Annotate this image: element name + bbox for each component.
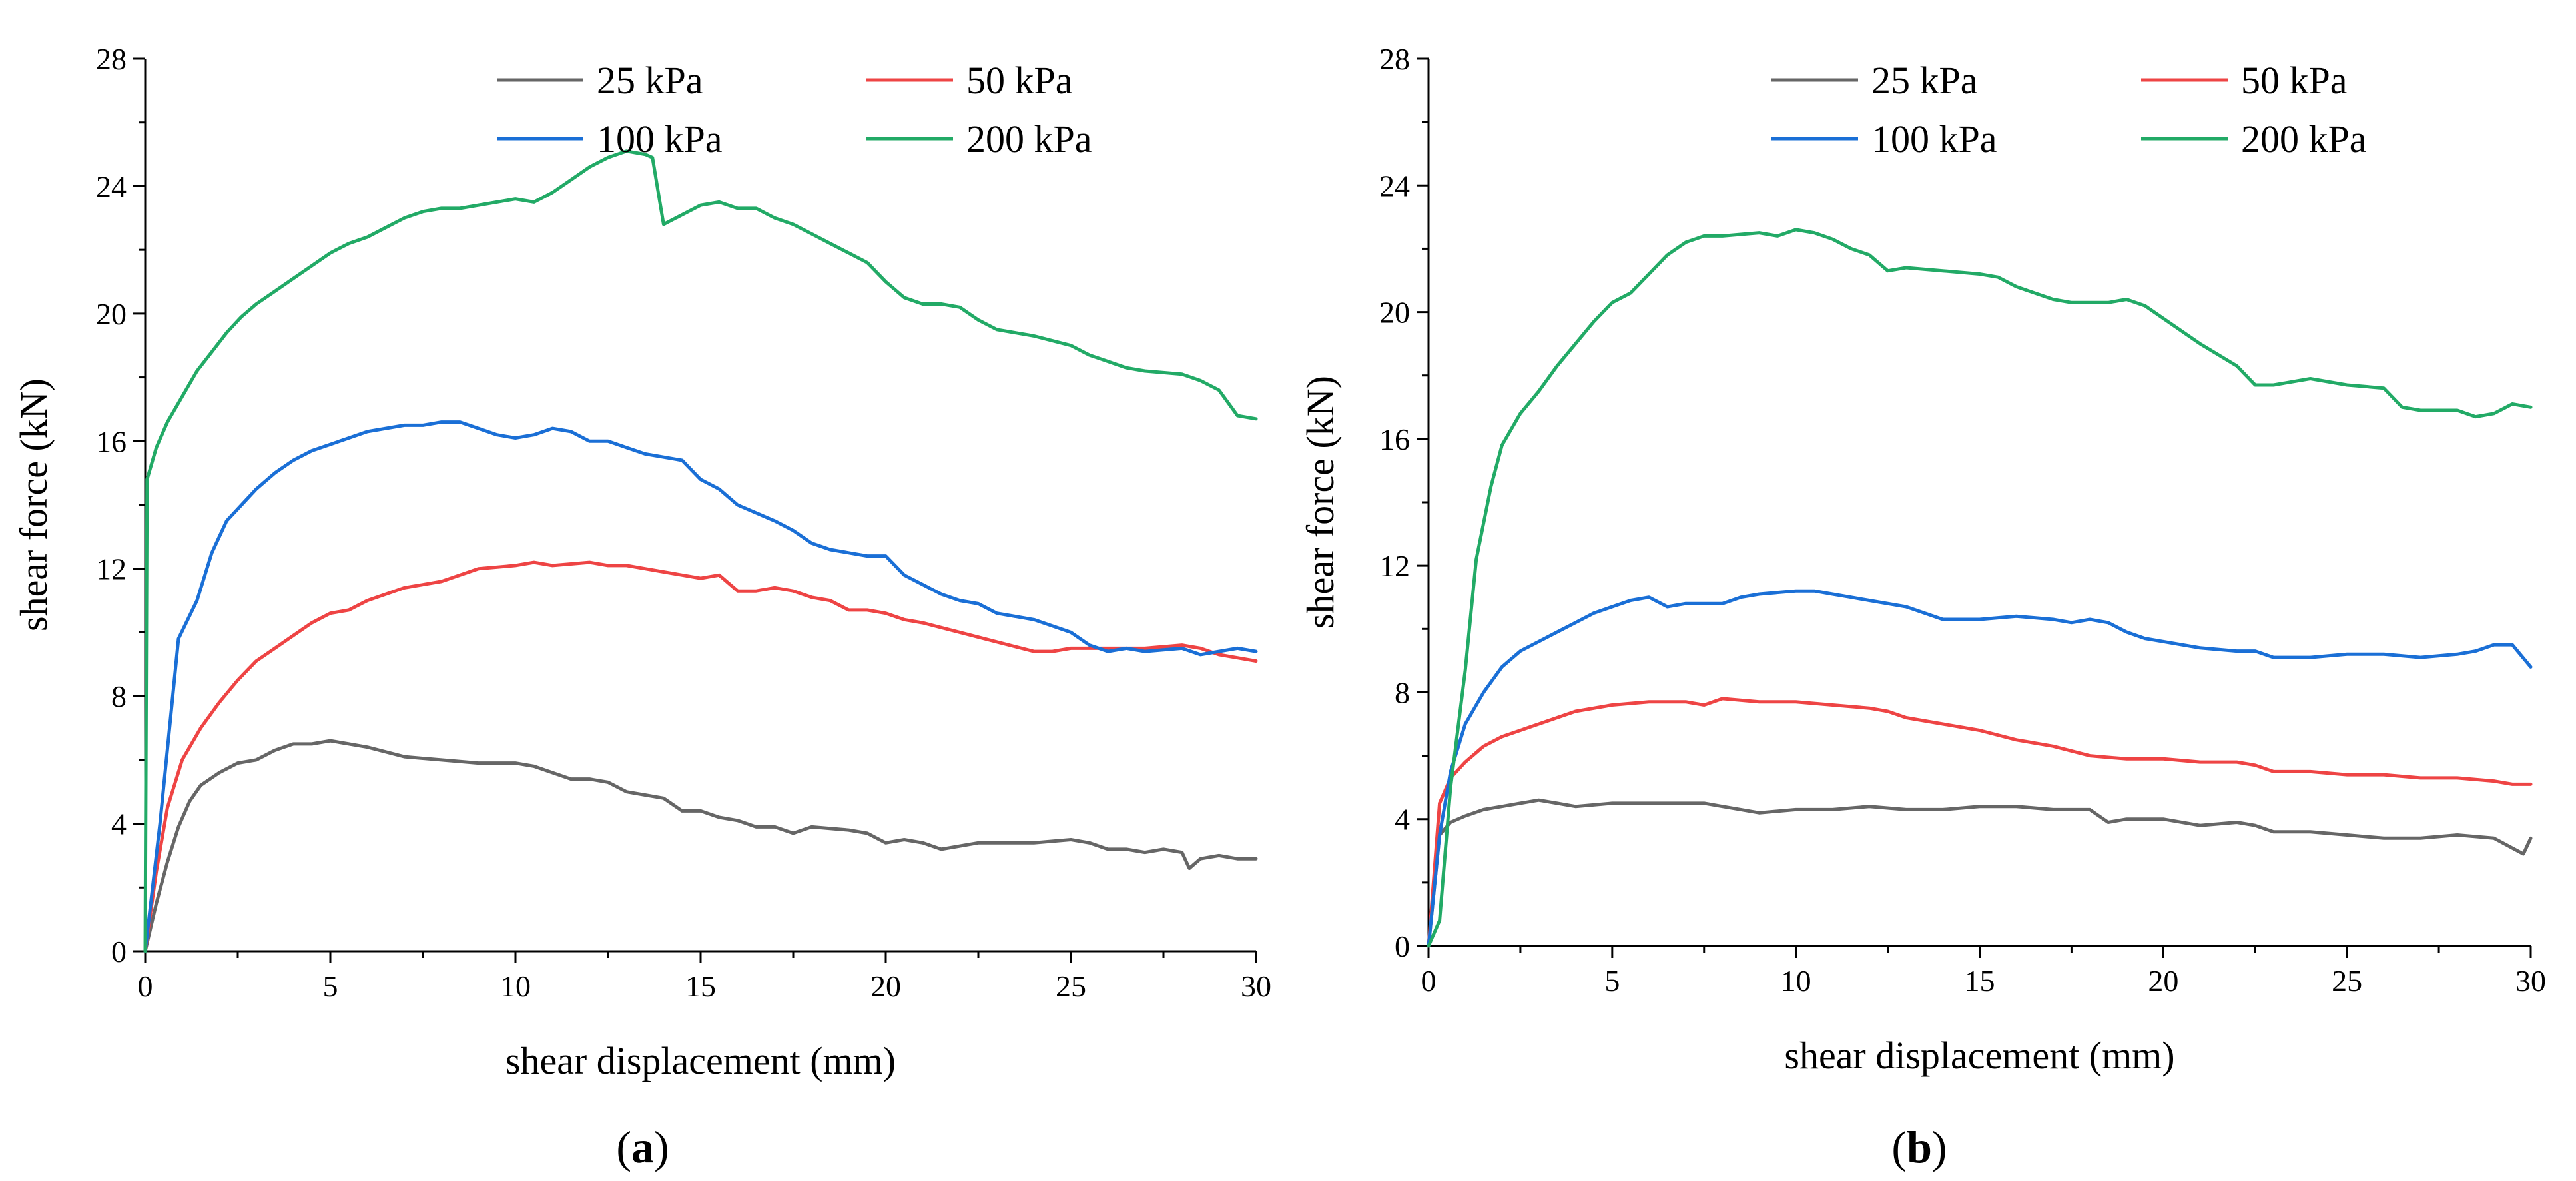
y-tick-label: 24 [1379,169,1410,202]
x-axis-title: shear displacement (mm) [1784,1034,2174,1077]
x-tick-label: 20 [2148,964,2178,998]
legend-item: 200 kPa [866,117,1092,161]
series-line-50-kpa [1427,697,2533,948]
series-line-25-kpa [1427,798,2533,948]
y-axis-title: shear force (kN) [1299,376,1342,629]
panel-label: (a) [616,1122,669,1172]
panel-label: (b) [1891,1122,1947,1172]
x-tick-label: 30 [1241,969,1271,1003]
series-line-50-kpa [143,560,1258,953]
chart-panel-b: shear displacement (mm) shear force (kN)… [1299,42,2546,1172]
y-axis-title: shear force (kN) [12,378,55,631]
x-tick-label: 30 [2515,964,2546,998]
legend-label: 25 kPa [1871,59,1978,102]
y-tick-label: 12 [96,552,127,586]
y-tick-label: 12 [1379,549,1410,583]
x-tick-label: 5 [323,969,338,1003]
legend-item: 100 kPa [1771,117,1997,161]
x-tick-label: 15 [685,969,716,1003]
y-tick-label: 28 [1379,42,1410,76]
series-line-100-kpa [1427,589,2533,948]
legend-label: 50 kPa [966,59,1073,102]
legend-item: 50 kPa [2141,59,2348,102]
x-tick-label: 10 [1781,964,1811,998]
x-tick-label: 10 [500,969,531,1003]
y-tick-label: 8 [111,679,127,713]
x-tick-label: 0 [1421,964,1437,998]
series-line-100-kpa [143,420,1258,953]
x-tick-label: 25 [2332,964,2362,998]
y-tick-label: 8 [1395,675,1410,709]
legend-item: 25 kPa [497,59,703,102]
x-tick-label: 0 [138,969,153,1003]
y-tick-label: 4 [111,807,127,841]
chart-panel-a: shear displacement (mm) shear force (kN)… [12,42,1271,1172]
legend-label: 50 kPa [2241,59,2348,102]
legend-label: 200 kPa [2241,117,2367,161]
legend-item: 50 kPa [866,59,1073,102]
legend-label: 100 kPa [597,117,723,161]
series-line-25-kpa [143,739,1258,953]
y-tick-label: 16 [96,424,127,458]
y-tick-label: 16 [1379,422,1410,456]
legend-label: 200 kPa [966,117,1092,161]
x-tick-label: 15 [1965,964,1995,998]
y-tick-label: 24 [96,169,127,203]
y-tick-label: 20 [1379,296,1410,330]
legend-label: 25 kPa [597,59,703,102]
legend-item: 25 kPa [1771,59,1978,102]
series-line-200-kpa [143,149,1258,953]
y-tick-label: 0 [111,935,127,969]
legend-item: 200 kPa [2141,117,2367,161]
legend-item: 100 kPa [497,117,723,161]
y-tick-label: 28 [96,42,127,76]
x-tick-label: 25 [1056,969,1086,1003]
x-tick-label: 5 [1604,964,1620,998]
x-tick-label: 20 [870,969,901,1003]
legend-label: 100 kPa [1871,117,1997,161]
y-tick-label: 0 [1395,929,1410,963]
y-tick-label: 4 [1395,803,1410,837]
x-axis-title: shear displacement (mm) [505,1039,896,1082]
series-line-200-kpa [1427,228,2533,948]
y-tick-label: 20 [96,297,127,331]
